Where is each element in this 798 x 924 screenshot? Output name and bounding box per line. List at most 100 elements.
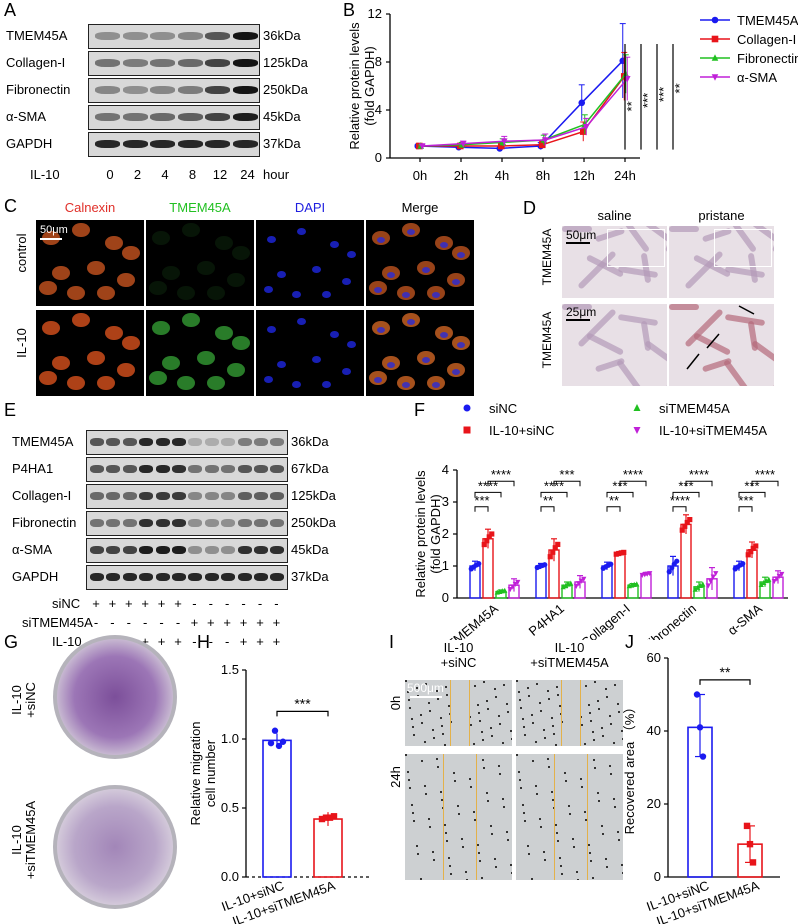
- c-micrograph: [256, 220, 364, 306]
- f-sig-bracket: [474, 506, 489, 512]
- b-series-line: [417, 60, 624, 150]
- panel-f-bar-chart: 0 1 2 3 4 Relative protein levels (fold GAPDH)…: [413, 401, 788, 640]
- blot-band: [122, 438, 137, 446]
- blot-e-sign: +: [157, 634, 166, 649]
- blot-e-sign: +: [256, 634, 264, 649]
- i-cell: [610, 723, 612, 725]
- i-cell: [436, 758, 438, 760]
- blot-band: [150, 86, 175, 94]
- i-cell: [486, 700, 488, 702]
- blot-e-size: 250kDa: [291, 515, 336, 530]
- b-legend-marker: [711, 16, 719, 24]
- d-scalebar-line: [566, 319, 590, 321]
- f-point: [510, 584, 516, 590]
- i-cell: [491, 735, 493, 737]
- c-cell: [162, 356, 180, 371]
- blot-band: [106, 546, 121, 554]
- f-point: [481, 541, 487, 548]
- b-x-tick-label: 24h: [614, 168, 636, 183]
- blot-band: [122, 573, 137, 581]
- i-cell: [617, 831, 619, 833]
- c-cell: [263, 375, 273, 383]
- blot-band: [204, 465, 219, 473]
- i-cell: [502, 798, 504, 800]
- b-y-tick-label: 8: [375, 54, 382, 69]
- c-cell: [291, 290, 301, 298]
- i-cell: [520, 787, 522, 789]
- i-cell: [437, 698, 439, 700]
- f-legend-marker: [633, 427, 641, 434]
- f-sig-label: ****: [689, 467, 709, 482]
- blot-band: [95, 113, 120, 121]
- i-cell: [481, 877, 483, 879]
- dish-siNC: [53, 635, 177, 759]
- blot-e-sign: +: [207, 615, 215, 630]
- b-legend-label: TMEM45A: [737, 13, 798, 28]
- blot-band: [155, 519, 170, 527]
- j-y-axis-label: Recovered area （%）: [622, 701, 637, 835]
- c-cell: [329, 330, 339, 338]
- f-point: [542, 562, 548, 568]
- i-cell: [601, 825, 603, 827]
- c-micrograph: [146, 220, 254, 306]
- i-cell: [557, 840, 559, 842]
- c-cell: [227, 273, 245, 288]
- b-series-line: [420, 73, 627, 147]
- i-cell: [409, 787, 411, 789]
- f-point: [687, 517, 693, 523]
- i-row-label: 0h: [388, 695, 403, 711]
- i-cell: [444, 824, 446, 826]
- c-nucleus: [387, 362, 395, 368]
- i-cell: [442, 733, 444, 735]
- blot-e-row-label: P4HA1: [12, 461, 54, 476]
- i-cell: [425, 793, 427, 795]
- i-cell: [524, 820, 526, 822]
- j-point: [693, 691, 701, 698]
- c-nucleus: [374, 377, 382, 383]
- panel-label-f: F: [414, 400, 425, 420]
- blot-a-timepoint: 2: [133, 167, 142, 182]
- d-scalebar-line: [566, 242, 590, 244]
- i-cell: [433, 737, 435, 739]
- i-cell: [535, 741, 537, 743]
- blot-e-sign: -: [159, 615, 164, 630]
- f-point: [581, 576, 587, 582]
- blot-band: [205, 113, 230, 121]
- i-cell: [411, 718, 413, 720]
- i-cell: [569, 813, 571, 815]
- i-cell: [478, 712, 480, 714]
- c-nucleus: [377, 237, 385, 243]
- f-sig-label: ***: [559, 467, 574, 482]
- c-cell: [291, 380, 301, 388]
- f-bar: [640, 573, 652, 599]
- c-cell: [182, 223, 200, 238]
- h-bar: [262, 739, 292, 878]
- i-cell: [407, 771, 409, 773]
- blot-band: [172, 546, 186, 554]
- f-x-tick-label: Fibronectin: [640, 601, 699, 640]
- blot-band: [188, 519, 203, 527]
- i-cell: [518, 691, 520, 693]
- c-cell: [122, 246, 140, 261]
- blot-band: [205, 32, 230, 40]
- blot-band: [172, 438, 186, 446]
- blot-e-sign: -: [208, 596, 213, 611]
- c-nucleus: [374, 287, 382, 293]
- c-cell: [207, 286, 225, 301]
- i-cell: [474, 685, 476, 687]
- i-cell: [516, 680, 518, 682]
- blot-band: [237, 465, 252, 473]
- i-cell: [491, 833, 493, 835]
- blot-e-sign: -: [225, 634, 230, 649]
- blot-e-row-label: Fibronectin: [12, 515, 77, 530]
- b-legend-marker: [711, 35, 719, 43]
- f-point: [745, 552, 751, 558]
- blot-band: [90, 492, 104, 500]
- b-point: [497, 142, 505, 150]
- blot-e-sign: +: [256, 615, 264, 630]
- i-micrograph: [405, 680, 512, 746]
- c-cell: [87, 261, 105, 276]
- blot-band: [139, 519, 154, 527]
- blot-band: [95, 86, 120, 94]
- i-cell: [457, 805, 459, 807]
